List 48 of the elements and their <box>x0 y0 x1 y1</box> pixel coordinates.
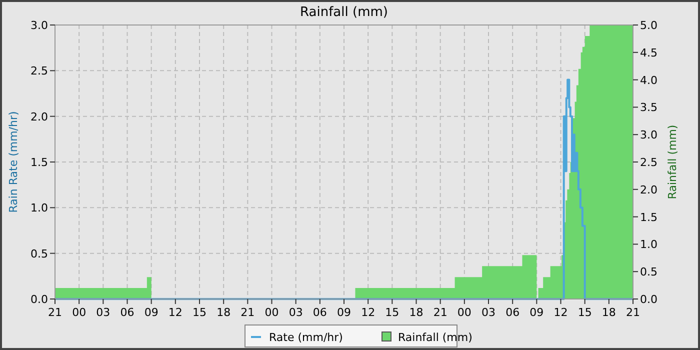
x-tick-label: 12 <box>554 306 568 319</box>
x-tick-label: 12 <box>361 306 376 319</box>
x-tick-label: 09 <box>337 306 351 319</box>
y-tick-label: 3.0 <box>30 19 48 32</box>
y2-tick-label: 4.5 <box>640 46 658 60</box>
y2-axis-title: Rainfall (mm) <box>666 124 679 200</box>
y-tick-label: 0.5 <box>30 247 48 260</box>
x-tick-label: 18 <box>409 306 424 319</box>
chart-title: Rainfall (mm) <box>300 5 388 20</box>
y2-tick-label: 0.0 <box>640 293 658 306</box>
y2-tick-label: 0.5 <box>640 266 658 279</box>
x-tick-label: 00 <box>264 306 279 319</box>
x-tick-label: 06 <box>120 306 134 319</box>
y-tick-label: 1.0 <box>30 202 48 215</box>
x-tick-label: 18 <box>602 306 616 319</box>
y2-tick-label: 3.0 <box>640 128 658 142</box>
y-tick-label: 0.0 <box>30 293 48 306</box>
x-tick-label: 09 <box>144 306 158 319</box>
x-tick-label: 15 <box>192 306 206 319</box>
legend-label: Rainfall (mm) <box>398 331 472 344</box>
y-tick-label: 2.5 <box>30 64 48 78</box>
y2-tick-label: 2.0 <box>640 183 658 196</box>
x-tick-label: 03 <box>96 306 110 319</box>
y2-tick-label: 5.0 <box>640 19 658 32</box>
y2-tick-label: 2.5 <box>640 156 658 169</box>
y2-tick-label: 1.0 <box>640 238 658 252</box>
y-tick-label: 2.0 <box>30 110 48 124</box>
x-tick-label: 03 <box>482 306 496 319</box>
x-tick-label: 18 <box>216 306 231 319</box>
y2-tick-label: 4.0 <box>640 74 658 87</box>
y-axis-title: Rain Rate (mm/hr) <box>7 111 20 213</box>
legend-label: Rate (mm/hr) <box>269 331 343 344</box>
x-tick-label: 21 <box>48 306 62 319</box>
y-tick-label: 1.5 <box>30 156 48 169</box>
x-tick-label: 21 <box>433 306 448 319</box>
x-tick-label: 12 <box>168 306 182 319</box>
x-tick-label: 21 <box>626 306 640 319</box>
x-tick-label: 03 <box>288 306 303 319</box>
x-tick-label: 00 <box>457 306 472 319</box>
x-tick-label: 06 <box>506 306 520 319</box>
x-tick-label: 21 <box>240 306 255 319</box>
x-tick-label: 00 <box>72 306 86 319</box>
y2-tick-label: 3.5 <box>640 101 658 114</box>
y2-tick-label: 1.5 <box>640 210 658 224</box>
x-tick-label: 15 <box>578 306 592 319</box>
x-tick-label: 15 <box>385 306 400 319</box>
x-tick-label: 06 <box>312 306 327 319</box>
x-tick-label: 09 <box>530 306 544 319</box>
